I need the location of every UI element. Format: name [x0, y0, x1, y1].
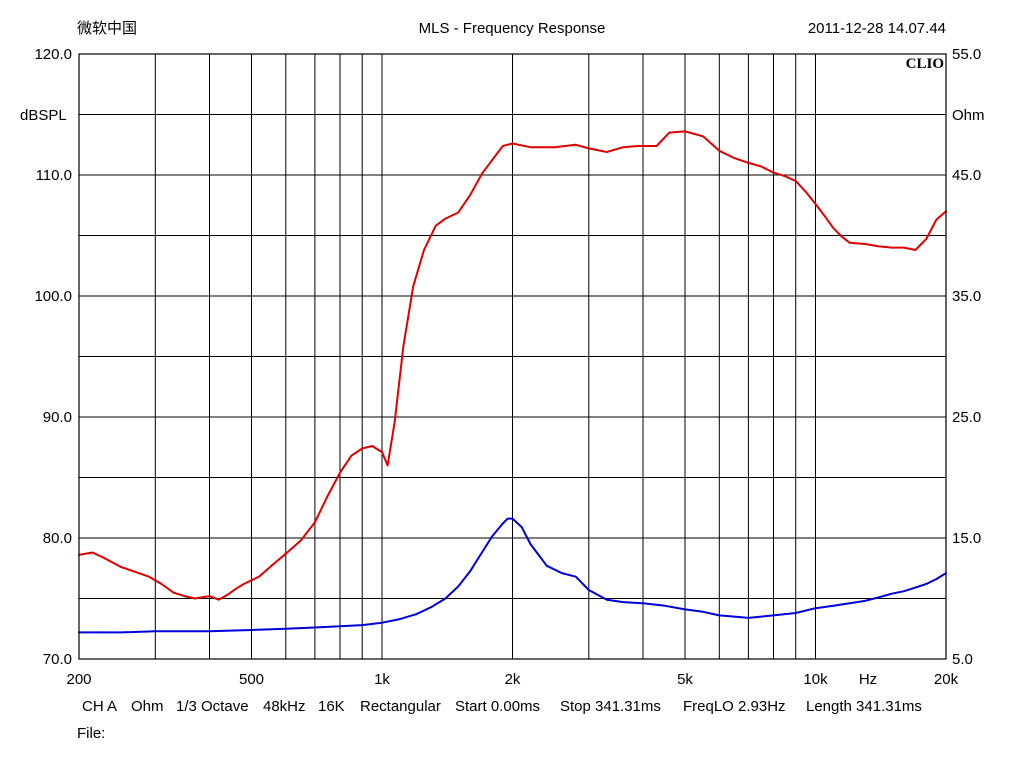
y-tick-label: 120.0 [34, 46, 72, 63]
y2-tick-label: 25.0 [952, 409, 981, 426]
footer-param: Rectangular [360, 698, 441, 715]
plot-frame [78, 53, 947, 660]
y2-tick-label: 45.0 [952, 167, 981, 184]
y2-tick-label: 55.0 [952, 46, 981, 63]
footer-param: Stop 341.31ms [560, 698, 661, 715]
x-tick-label: 5k [677, 671, 693, 688]
header-left: 微软中国 [77, 20, 137, 37]
y2-tick-label: 15.0 [952, 530, 981, 547]
footer-param: 16K [318, 698, 345, 715]
grid-lines [78, 53, 947, 660]
series-group [78, 130, 947, 634]
footer-params: CH A Ohm 1/3 Octave 48kHz 16K Rectangular Star… [82, 698, 922, 715]
y2-axis-label: Ohm [952, 107, 985, 124]
x-axis-label: Hz [859, 671, 877, 688]
y2-tick-label: 5.0 [952, 651, 973, 668]
x-tick-label: 1k [374, 671, 390, 688]
footer-param: Length 341.31ms [806, 698, 922, 715]
x-tick-label: 500 [239, 671, 264, 688]
x-tick-label: 2k [505, 671, 521, 688]
x-tick-label: 10k [803, 671, 828, 688]
y-tick-label: 110.0 [36, 167, 72, 184]
impedance-series-line [78, 517, 947, 634]
chart-title: MLS - Frequency Response [419, 20, 606, 37]
footer-param: Ohm [131, 698, 164, 715]
tick-labels: 200 500 1k 2k 5k 10k 20k 120.0 110.0 100.0 90.0 80.… [34, 46, 981, 688]
clio-logo: CLIO [906, 56, 944, 72]
footer-param: Start 0.00ms [455, 698, 540, 715]
timestamp: 2011-12-28 14.07.44 [808, 20, 946, 37]
footer-param: FreqLO 2.93Hz [683, 698, 786, 715]
y-tick-label: 70.0 [43, 651, 72, 668]
footer-param: CH A [82, 698, 117, 715]
y-tick-label: 100.0 [34, 288, 72, 305]
x-tick-label: 20k [934, 671, 959, 688]
y-axis-label: dBSPL [20, 107, 67, 124]
y2-tick-label: 35.0 [952, 288, 981, 305]
x-tick-label: 200 [66, 671, 91, 688]
spl-series-line [78, 130, 947, 601]
footer-param: 48kHz [263, 698, 306, 715]
file-label: File: [77, 725, 105, 742]
footer-param: 1/3 Octave [176, 698, 249, 715]
y-tick-label: 90.0 [43, 409, 72, 426]
y-tick-label: 80.0 [43, 530, 72, 547]
